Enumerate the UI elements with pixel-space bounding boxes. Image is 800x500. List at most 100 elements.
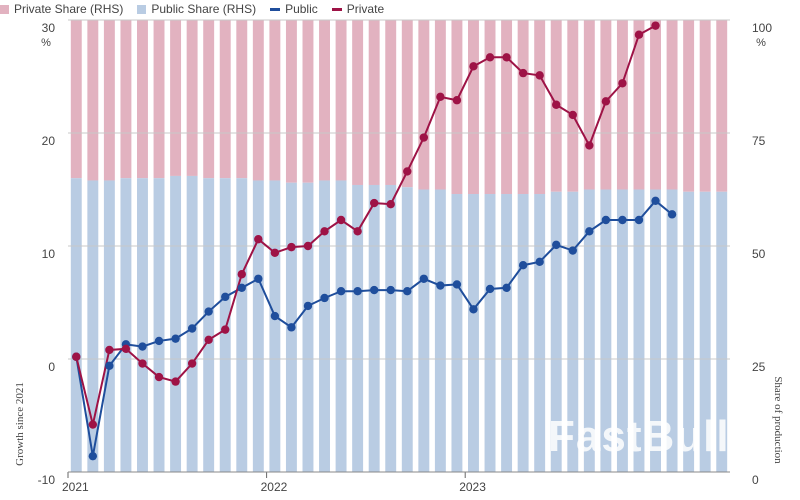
point-public xyxy=(237,283,246,293)
point-public xyxy=(535,257,544,267)
private-share-bar xyxy=(385,20,397,185)
private-share-bar xyxy=(616,20,628,190)
point-public xyxy=(303,301,313,311)
public-share-bar xyxy=(153,178,165,472)
point-public xyxy=(651,196,660,205)
private-share-bar xyxy=(699,20,711,192)
legend-label: Public Share (RHS) xyxy=(151,2,257,16)
private-share-bar xyxy=(252,20,264,181)
private-share-bar xyxy=(352,20,364,185)
public-share-bar xyxy=(633,189,645,472)
public-share-bar xyxy=(616,189,628,472)
public-share-bar xyxy=(434,189,446,472)
point-public xyxy=(88,451,98,461)
public-share-bar xyxy=(468,194,479,472)
private-share-bar xyxy=(683,20,695,192)
point-public xyxy=(419,274,429,283)
private-share-bar xyxy=(583,20,595,190)
point-public xyxy=(452,280,462,289)
point-private xyxy=(221,325,230,334)
y-tick-label: -10 xyxy=(38,473,56,487)
point-private xyxy=(568,110,577,120)
legend-item-0: Private Share (RHS) xyxy=(0,2,123,16)
point-private xyxy=(353,227,362,236)
watermark-logo: FastBull xyxy=(548,412,730,461)
point-public xyxy=(154,336,164,346)
public-share-bar xyxy=(70,178,82,472)
public-share-bar xyxy=(302,182,314,472)
public-share-bar xyxy=(683,191,695,472)
grid-lines xyxy=(68,19,730,473)
private-share-bar xyxy=(170,20,182,176)
point-private xyxy=(403,167,412,176)
private-share-bar xyxy=(203,20,215,179)
point-public xyxy=(403,287,412,296)
point-private xyxy=(138,359,147,368)
public-share-bar xyxy=(534,194,546,472)
public-share-bar xyxy=(600,189,612,472)
public-share-bar xyxy=(319,180,330,472)
point-private xyxy=(601,97,611,106)
point-public xyxy=(552,240,561,250)
y-unit-label: % xyxy=(41,37,51,49)
private-share-bar xyxy=(186,20,198,176)
y-right-tick-label: 25 xyxy=(752,360,766,374)
public-share-bar xyxy=(219,178,231,472)
private-share-bar xyxy=(434,20,446,190)
public-share-bar xyxy=(484,194,496,472)
private-share-bar xyxy=(335,20,347,181)
y-tick-label: 0 xyxy=(48,360,55,374)
private-share-bar xyxy=(666,20,678,190)
public-share-bar xyxy=(517,194,529,472)
public-share-bar xyxy=(451,194,463,472)
point-private xyxy=(105,345,114,355)
legend-label: Private xyxy=(346,2,385,16)
legend-label: Public xyxy=(285,2,318,16)
point-public xyxy=(187,324,197,333)
point-private xyxy=(72,352,81,361)
y-tick-label: 20 xyxy=(42,134,56,148)
private-share-bar xyxy=(153,20,165,179)
public-share-bar xyxy=(583,189,595,472)
point-public xyxy=(287,323,296,332)
point-private xyxy=(634,30,644,39)
public-share-bar xyxy=(699,191,711,472)
private-share-bar xyxy=(137,20,148,179)
private-share-bar xyxy=(285,20,297,183)
point-public xyxy=(568,246,577,255)
x-tick-label: 2022 xyxy=(261,480,288,494)
point-public xyxy=(667,210,677,219)
point-public xyxy=(386,285,395,295)
point-private xyxy=(585,141,594,150)
point-private xyxy=(270,248,280,257)
point-public xyxy=(502,283,511,293)
private-share-bar xyxy=(236,20,248,179)
public-share-bar xyxy=(252,180,264,472)
point-private xyxy=(535,71,544,80)
y-right-unit-label: % xyxy=(756,37,766,49)
point-private xyxy=(618,79,627,88)
public-share-bar xyxy=(501,194,513,472)
public-share-bar xyxy=(203,178,215,472)
point-public xyxy=(254,274,263,283)
point-private xyxy=(436,92,445,102)
point-private xyxy=(651,21,660,30)
point-public xyxy=(171,334,180,343)
legend-item-1: Public Share (RHS) xyxy=(137,2,256,16)
public-share-bar xyxy=(716,191,728,472)
public-share-bar xyxy=(269,180,281,472)
private-share-bar xyxy=(103,20,115,181)
point-public xyxy=(105,361,114,370)
public-share-bar xyxy=(385,184,397,473)
point-private xyxy=(320,227,329,236)
point-public xyxy=(585,227,594,236)
point-private xyxy=(552,100,561,109)
private-share-bar xyxy=(319,20,330,181)
point-private xyxy=(154,372,164,382)
legend-swatch xyxy=(331,7,342,11)
x-tick-label: 2023 xyxy=(459,480,486,494)
point-public xyxy=(469,305,478,314)
public-share-bar xyxy=(137,178,148,472)
point-public xyxy=(336,287,346,296)
